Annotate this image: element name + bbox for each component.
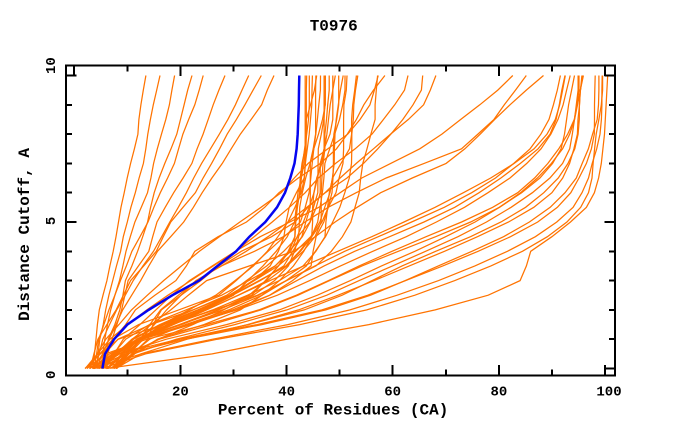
svg-text:10: 10 <box>44 57 60 74</box>
svg-text:5: 5 <box>44 217 60 225</box>
svg-text:40: 40 <box>278 384 295 400</box>
svg-text:0: 0 <box>60 384 68 400</box>
svg-text:Percent of Residues (CA): Percent of Residues (CA) <box>218 402 448 420</box>
svg-text:100: 100 <box>596 384 621 400</box>
svg-text:80: 80 <box>490 384 507 400</box>
svg-text:20: 20 <box>172 384 189 400</box>
svg-text:60: 60 <box>384 384 401 400</box>
svg-text:0: 0 <box>44 371 60 379</box>
svg-text:T0976: T0976 <box>310 18 358 36</box>
svg-text:Distance Cutoff, A: Distance Cutoff, A <box>16 148 34 321</box>
